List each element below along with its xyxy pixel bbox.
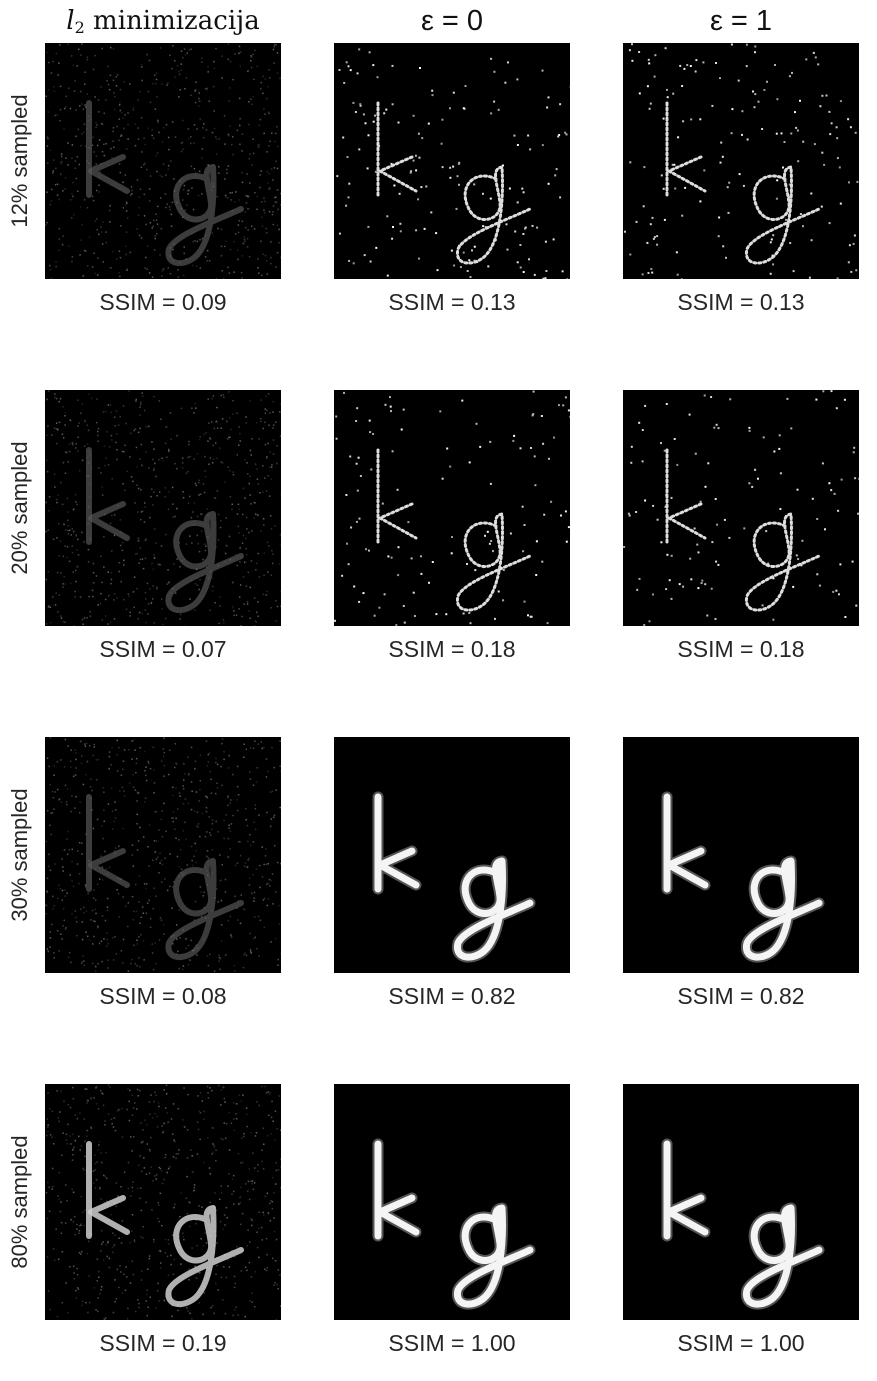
row-label-0: 12% sampled: [0, 43, 40, 279]
reconstruction-image-r0-c2: [623, 43, 859, 279]
reconstruction-image-r0-c0: [45, 43, 281, 279]
reconstruction-image-r0-c1: [334, 43, 570, 279]
ssim-caption-r0-c1: SSIM = 0.13: [388, 289, 516, 315]
row-label-2: 30% sampled: [0, 737, 40, 973]
row-label-text: 12% sampled: [7, 94, 32, 228]
reconstruction-image-r3-c2: [623, 1084, 859, 1320]
ssim-caption-r2-c1: SSIM = 0.82: [388, 983, 516, 1009]
column-title-l2-minimization: l2 minimizacija: [45, 2, 281, 47]
ssim-caption-r3-c2: SSIM = 1.00: [677, 1330, 805, 1356]
reconstruction-image-r1-c1: [334, 390, 570, 626]
ssim-caption-r1-c2: SSIM = 0.18: [677, 636, 805, 662]
column-title-epsilon-1: ε = 1: [709, 5, 773, 37]
reconstruction-image-r2-c0: [45, 737, 281, 973]
l2-subscript: 2: [74, 18, 85, 37]
ssim-caption-r2-c2: SSIM = 0.82: [677, 983, 805, 1009]
reconstruction-image-r1-c0: [45, 390, 281, 626]
ssim-caption-r1-c0: SSIM = 0.07: [99, 636, 227, 662]
reconstruction-image-r2-c1: [334, 737, 570, 973]
reconstruction-image-r3-c0: [45, 1084, 281, 1320]
row-label-text: 30% sampled: [7, 788, 32, 922]
row-label-text: 20% sampled: [7, 441, 32, 575]
column-title-epsilon-0: ε = 0: [420, 5, 484, 37]
ssim-caption-r3-c0: SSIM = 0.19: [99, 1330, 227, 1356]
ssim-caption-r2-c0: SSIM = 0.08: [99, 983, 227, 1009]
reconstruction-image-r3-c1: [334, 1084, 570, 1320]
row-label-3: 80% sampled: [0, 1084, 40, 1320]
l2-title-text: minimizacija: [84, 6, 260, 36]
ssim-caption-r0-c2: SSIM = 0.13: [677, 289, 805, 315]
ssim-caption-r0-c0: SSIM = 0.09: [99, 289, 227, 315]
reconstruction-image-r2-c2: [623, 737, 859, 973]
l2-math-symbol: l: [66, 6, 75, 36]
row-label-text: 80% sampled: [7, 1135, 32, 1269]
row-label-1: 20% sampled: [0, 390, 40, 626]
reconstruction-image-r1-c2: [623, 390, 859, 626]
ssim-caption-r1-c1: SSIM = 0.18: [388, 636, 516, 662]
ssim-caption-r3-c1: SSIM = 1.00: [388, 1330, 516, 1356]
